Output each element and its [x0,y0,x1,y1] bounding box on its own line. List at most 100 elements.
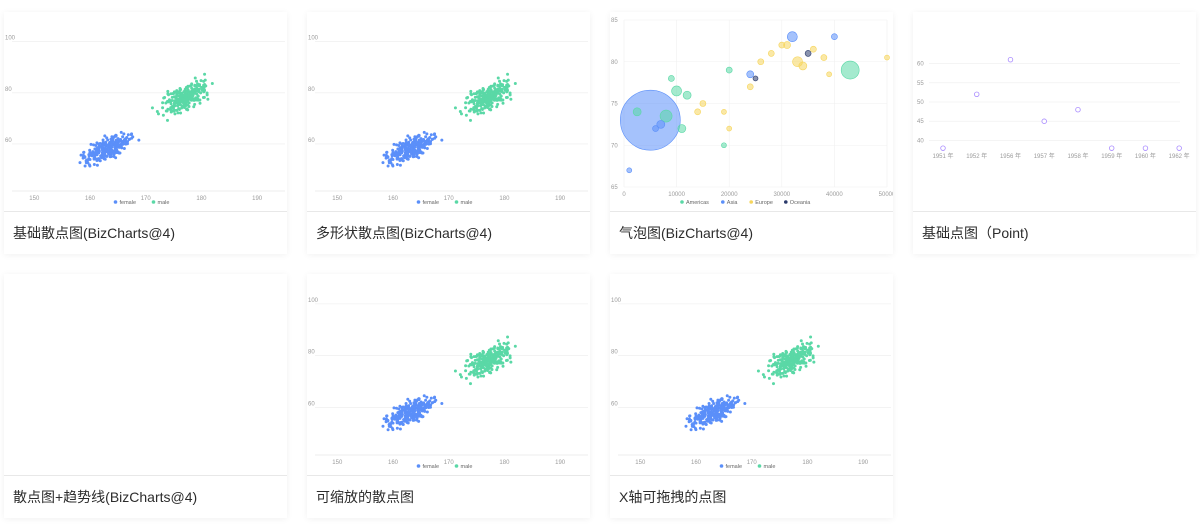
male-point [513,344,517,348]
male-point [182,102,186,106]
female-point [715,412,719,416]
male-point [469,356,473,360]
female-point [408,399,412,403]
male-point [464,369,468,373]
bubble-point [804,50,812,57]
example-card-draggable-x-point[interactable]: 60 80 100 150 160 170 180 190 female male X轴可拖拽的点… [610,274,893,518]
female-point [719,408,723,412]
male-point [786,367,790,371]
female-point [396,147,400,151]
male-point [169,106,173,110]
male-point [195,89,199,93]
y-tick-label: 100 [5,36,16,42]
y-tick-label: 60 [308,138,315,144]
female-point [704,422,708,426]
female-point [115,142,119,146]
female-point [413,398,417,402]
male-point [199,79,203,83]
male-point [799,350,803,354]
male-point [466,358,470,362]
female-point [727,406,731,410]
female-point [391,148,395,152]
female-point [417,398,421,402]
bubble-point [746,83,754,91]
female-point [396,151,400,155]
male-point [508,91,512,95]
female-point [385,414,389,418]
example-card-basic-point[interactable]: 40 45 50 55 60 1951 年 1952 年 1956 年 1957 年 1958 年… [913,12,1196,254]
female-point [725,394,729,398]
bubble-point [677,124,687,133]
female-point [736,400,740,404]
male-point [779,375,783,379]
male-point [195,79,199,83]
male-point [205,91,209,95]
female-point [716,398,720,402]
x-tick-label: 1960 年 [1135,152,1156,160]
bubble-point [671,85,682,97]
example-card-multi-shape-scatter[interactable]: 60 80 100 150 160 170 180 190 female male 多形状散点图(… [307,12,590,254]
bubble-point [840,60,860,80]
female-point [735,396,739,400]
male-point [478,354,482,358]
female-point [433,136,437,140]
female-point [396,411,400,415]
female-point [743,402,747,406]
female-point [422,394,426,398]
data-point [940,145,946,151]
example-card-basic-scatter[interactable]: 60 80 100 150 160 170 180 190 female male 基础散点图(B… [4,12,287,254]
x-tick-label: 160 [388,196,399,202]
male-point [479,374,483,378]
example-card-bubble[interactable]: 0 10000 20000 30000 40000 50000 65 70 75 80 85 Amer… [610,12,893,254]
female-point [418,142,422,146]
chart-thumbnail: 0 10000 20000 30000 40000 50000 65 70 75 80 85 Amer… [610,12,893,212]
female-point [689,428,693,432]
female-point [401,422,405,426]
male-point [809,341,813,345]
female-point [728,410,732,414]
male-point [471,363,475,367]
female-point [399,146,403,150]
female-point [88,157,92,161]
male-point [155,110,159,114]
legend-marker-female [416,200,421,204]
male-point [772,356,776,360]
example-card-scatter-trendline[interactable]: 散点图+趋势线(BizCharts@4) [4,274,287,518]
female-point [106,150,110,154]
male-point [185,97,189,101]
female-point [421,415,425,419]
female-point [418,402,422,406]
female-point [408,136,412,140]
male-point [165,118,169,122]
x-tick-label: 1957 年 [1034,152,1055,160]
female-point [83,164,87,168]
female-point [89,142,93,146]
female-point [416,408,420,412]
male-point [150,106,154,110]
female-point [694,412,698,416]
male-point [479,111,483,115]
male-point [173,112,177,116]
male-point [200,85,204,89]
male-point [175,104,179,108]
female-point [392,142,396,146]
x-tick-label: 1951 年 [932,152,953,160]
male-point [806,348,810,352]
male-point [793,368,797,372]
card-title: 气泡图(BizCharts@4) [610,211,893,254]
male-point [507,84,511,88]
female-point [398,163,402,167]
male-point [772,363,776,367]
female-point [110,145,114,149]
chart-svg: 60 80 100 150 160 170 180 190 female male [611,298,891,470]
male-point [464,101,468,105]
y-tick-label: 45 [917,119,924,125]
example-card-zoomable-scatter[interactable]: 60 80 100 150 160 170 180 190 female male 可缩放的散点图 [307,274,590,518]
chart-svg: 0 10000 20000 30000 40000 50000 65 70 75 80 85 Amer… [611,18,893,206]
male-point [501,101,505,105]
male-point [480,362,484,366]
male-point [491,360,495,364]
x-tick-label: 150 [29,196,40,202]
y-tick-label: 80 [308,87,315,93]
male-point [472,369,476,373]
